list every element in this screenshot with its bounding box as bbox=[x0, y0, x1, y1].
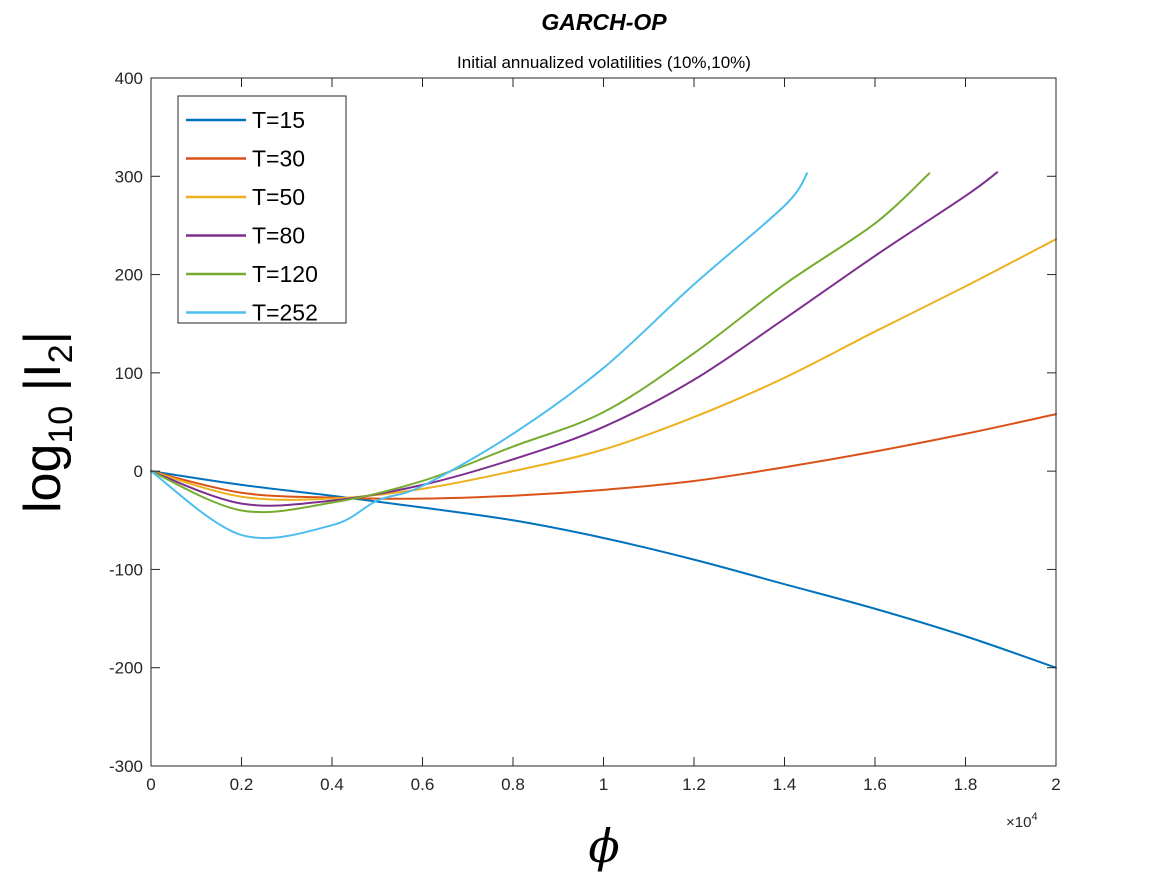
x-tick-label: 1 bbox=[599, 775, 608, 794]
x-tick-label: 1.2 bbox=[682, 775, 706, 794]
legend-label: T=252 bbox=[252, 300, 318, 326]
legend-label: T=15 bbox=[252, 107, 305, 133]
series-layer bbox=[150, 171, 1057, 669]
x-tick-label: 1.4 bbox=[773, 775, 797, 794]
x-tick-label: 2 bbox=[1051, 775, 1060, 794]
y-tick-label: 300 bbox=[115, 167, 143, 186]
chart-title: GARCH-OP bbox=[541, 9, 667, 35]
series-line-t-80 bbox=[150, 171, 999, 507]
y-axis-ticks: -300 -200 -100 0 100 200 300 400 bbox=[109, 69, 1056, 776]
y-tick-label: 200 bbox=[115, 266, 143, 285]
legend-label: T=30 bbox=[252, 146, 305, 172]
legend: T=15 T=30 T=50 T=80 T=120 T=252 bbox=[177, 95, 347, 326]
series-line-t-252 bbox=[150, 172, 809, 540]
legend-label: T=80 bbox=[252, 223, 305, 249]
x-axis-multiplier: ×104 bbox=[1006, 811, 1038, 831]
y-tick-label: -100 bbox=[109, 560, 143, 579]
x-tick-label: 0.2 bbox=[230, 775, 254, 794]
series-line-t-120 bbox=[150, 172, 931, 514]
y-axis-label: log10 |I2| bbox=[14, 331, 80, 513]
legend-label: T=50 bbox=[252, 184, 305, 210]
x-tick-label: 0.6 bbox=[411, 775, 435, 794]
legend-items: T=15 T=30 T=50 T=80 T=120 T=252 bbox=[186, 107, 318, 326]
y-tick-label: -300 bbox=[109, 757, 143, 776]
x-tick-label: 0.8 bbox=[501, 775, 525, 794]
y-tick-label: 400 bbox=[115, 69, 143, 88]
x-axis-ticks: 0 0.2 0.4 0.6 0.8 1 1.2 1.4 1.6 1.8 2 bbox=[146, 78, 1061, 794]
series-line-t-30 bbox=[150, 413, 1057, 500]
x-tick-label: 0 bbox=[146, 775, 155, 794]
x-tick-label: 1.6 bbox=[863, 775, 887, 794]
legend-label: T=120 bbox=[252, 261, 318, 287]
chart-subtitle: Initial annualized volatilities (10%,10%… bbox=[457, 53, 751, 72]
x-axis-label: ϕ bbox=[588, 819, 619, 873]
x-tick-label: 1.8 bbox=[954, 775, 978, 794]
series-line-t-15 bbox=[150, 470, 1057, 669]
y-tick-label: 0 bbox=[134, 462, 143, 481]
x-tick-label: 0.4 bbox=[320, 775, 344, 794]
y-tick-label: 100 bbox=[115, 364, 143, 383]
y-tick-label: -200 bbox=[109, 659, 143, 678]
series-line-t-50 bbox=[150, 238, 1057, 501]
legend-box bbox=[177, 95, 347, 324]
